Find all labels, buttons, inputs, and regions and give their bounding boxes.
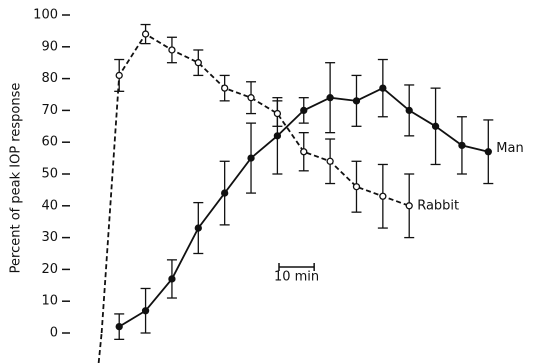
point xyxy=(115,322,123,331)
point xyxy=(168,46,176,54)
y-tick-label: 90 xyxy=(41,39,58,54)
series-label: Rabbit xyxy=(417,198,459,213)
point xyxy=(379,192,387,200)
y-tick-label: 10 xyxy=(41,294,58,309)
y-tick-label: 60 xyxy=(41,135,58,150)
y-tick-label: 0 xyxy=(50,326,58,341)
y-tick-label: 50 xyxy=(41,167,58,182)
point xyxy=(221,84,229,92)
y-tick-label: 40 xyxy=(41,198,58,213)
point xyxy=(115,71,123,80)
point xyxy=(326,157,334,165)
point xyxy=(273,132,282,140)
y-axis-label: Percent of peak IOP response xyxy=(9,83,24,274)
point xyxy=(194,224,202,232)
y-tick-label: 20 xyxy=(41,262,58,277)
scale-bar-label: 10 min xyxy=(274,270,319,285)
point xyxy=(247,154,255,162)
y-tick-label: 30 xyxy=(41,230,58,245)
y-tick-label: 80 xyxy=(41,71,58,86)
point xyxy=(194,59,202,67)
point xyxy=(458,141,466,150)
point xyxy=(141,307,150,315)
point xyxy=(405,202,413,210)
point xyxy=(300,106,308,115)
point xyxy=(300,148,308,156)
series-label: Man xyxy=(496,141,523,156)
y-tick-label: 70 xyxy=(41,103,58,118)
point xyxy=(221,189,229,197)
point xyxy=(352,183,361,191)
point xyxy=(141,30,150,38)
point xyxy=(326,94,334,102)
point xyxy=(431,122,440,130)
point xyxy=(405,106,413,115)
series-lead xyxy=(97,332,103,363)
point xyxy=(247,94,255,102)
point xyxy=(352,97,361,105)
point xyxy=(484,148,492,156)
point xyxy=(273,109,282,118)
y-tick-label: 100 xyxy=(33,8,58,23)
point xyxy=(379,84,387,92)
point xyxy=(168,275,176,283)
